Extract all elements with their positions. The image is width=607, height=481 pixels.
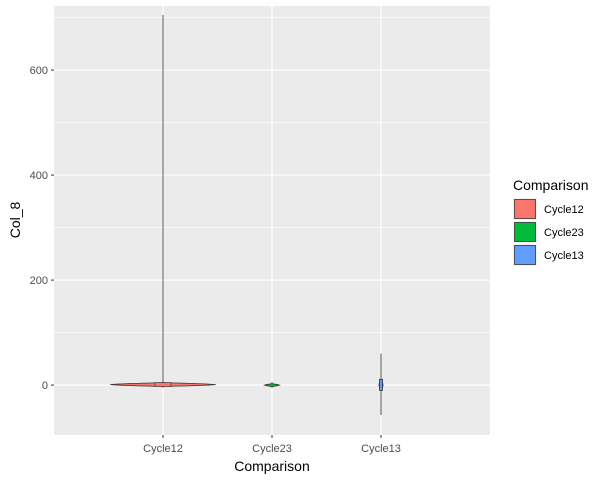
legend-entry-cycle12: Cycle12 [513,198,584,220]
violin-cycle12 [110,14,216,388]
violin-core [379,378,383,391]
violin-cycle13 [378,353,384,416]
x-axis-title: Comparison [234,458,309,474]
legend-label: Cycle23 [544,227,584,239]
y-axis: 0 200 400 600 [30,65,54,392]
y-tick-label: 200 [30,275,48,287]
violins [110,14,384,416]
legend-entry-cycle13: Cycle13 [513,244,584,266]
x-tick-label: Cycle23 [252,443,292,455]
x-tick-label: Cycle12 [143,443,183,455]
violin-core [154,382,172,387]
legend-swatch [514,245,536,265]
x-tick-label: Cycle13 [361,443,401,455]
legend-swatch [514,199,536,219]
legend-title: Comparison [513,177,588,193]
legend-swatch [514,222,536,242]
x-axis: Cycle12 Cycle23 Cycle13 [143,435,401,455]
y-tick-label: 0 [42,380,48,392]
y-axis-title: Col_8 [7,202,23,239]
violin-cycle23 [263,381,281,388]
legend-entry-cycle23: Cycle23 [513,221,584,243]
y-tick-label: 600 [30,65,48,77]
y-tick-label: 400 [30,170,48,182]
legend-label: Cycle13 [544,250,584,262]
legend-label: Cycle12 [544,204,584,216]
violin-body [263,383,281,388]
legend: Comparison Cycle12 Cycle23 Cycle13 [513,177,588,266]
